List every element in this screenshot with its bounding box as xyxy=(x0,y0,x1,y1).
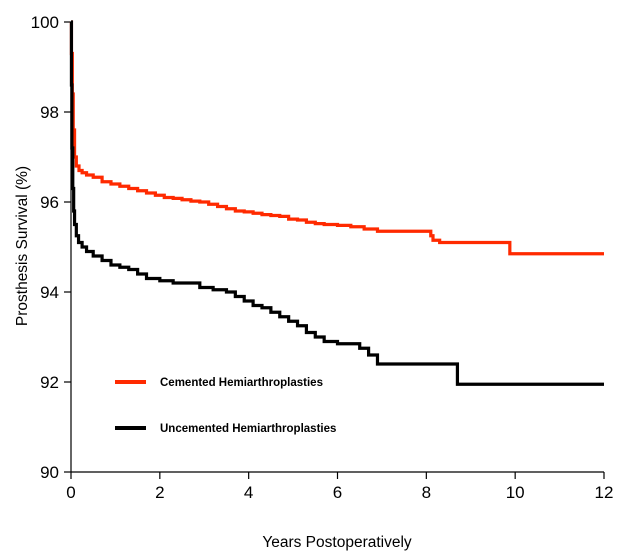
x-tick-label: 10 xyxy=(506,483,525,502)
legend-label-cemented: Cemented Hemiarthroplasties xyxy=(160,377,323,389)
x-tick-label: 6 xyxy=(333,483,342,502)
legend: Cemented Hemiarthroplasties Uncemented H… xyxy=(115,377,336,435)
y-tick-label: 100 xyxy=(31,13,59,32)
x-tick-label: 4 xyxy=(244,483,253,502)
y-tick-label: 92 xyxy=(40,373,59,392)
legend-label-uncemented: Uncemented Hemiarthroplasties xyxy=(160,423,336,435)
y-tick-label: 98 xyxy=(40,103,59,122)
y-tick-label: 90 xyxy=(40,463,59,482)
y-tick-label: 96 xyxy=(40,193,59,212)
y-axis-ticks: 90 92 94 96 98 100 xyxy=(31,13,71,482)
series-line-uncemented xyxy=(69,20,604,386)
x-axis-ticks: 0 2 4 6 8 10 12 xyxy=(66,472,613,502)
x-tick-label: 12 xyxy=(595,483,614,502)
y-tick-label: 94 xyxy=(40,283,59,302)
x-tick-label: 0 xyxy=(66,483,75,502)
series-line-cemented xyxy=(69,20,604,256)
series-lines xyxy=(69,20,604,386)
x-axis-title: Years Postoperatively xyxy=(262,534,412,551)
y-axis-title: Prosthesis Survival (%) xyxy=(14,166,31,326)
x-tick-label: 2 xyxy=(155,483,164,502)
x-tick-label: 8 xyxy=(422,483,431,502)
